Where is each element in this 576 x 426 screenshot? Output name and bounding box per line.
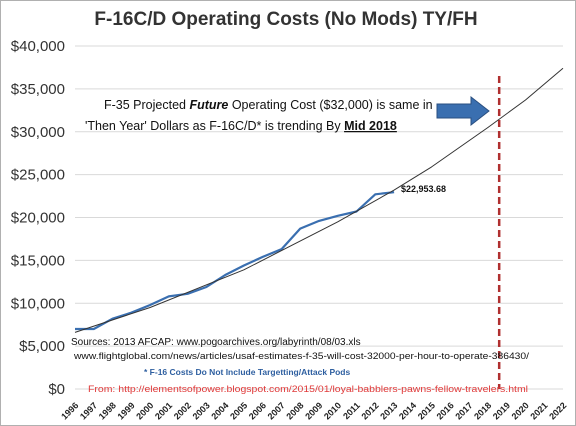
trend-line <box>74 67 564 333</box>
x-tick-label: 2009 <box>303 400 324 421</box>
callout-line-1: F-35 Projected Future Operating Cost ($3… <box>104 98 433 112</box>
x-tick-label: 2013 <box>378 400 399 421</box>
y-tick-label: $20,000 <box>11 210 65 227</box>
source-line-1: Sources: 2013 AFCAP: www.pogoarchives.or… <box>71 337 361 348</box>
callout-line-2: 'Then Year' Dollars as F-16C/D* is trend… <box>85 119 397 133</box>
x-tick-label: 2015 <box>416 400 437 421</box>
callout-arrow <box>436 95 490 127</box>
x-tick-label: 2003 <box>191 400 212 421</box>
y-tick-label: $15,000 <box>11 252 65 269</box>
x-tick-label: 2007 <box>266 400 287 421</box>
y-tick-label: $0 <box>48 381 65 398</box>
x-tick-label: 1997 <box>78 400 99 421</box>
from-url: From: http://elementsofpower.blogspot.co… <box>88 384 528 394</box>
data-label-2013: $22,953.68 <box>401 184 446 194</box>
y-tick-label: $40,000 <box>11 38 65 55</box>
chart-title: F-16C/D Operating Costs (No Mods) TY/FH <box>94 9 477 30</box>
x-tick-label: 1998 <box>97 400 118 421</box>
callout: F-35 Projected Future Operating Cost ($3… <box>85 95 490 133</box>
footnote: * F-16 Costs Do Not Include Targetting/A… <box>144 367 350 377</box>
x-tick-label: 2010 <box>322 400 343 421</box>
series-layer <box>74 67 564 389</box>
actual-cost-line <box>75 191 395 331</box>
x-tick-label: 1999 <box>115 400 136 421</box>
x-tick-label: 1996 <box>59 400 80 421</box>
x-tick-label: 2012 <box>359 400 380 421</box>
callout-line-1-end: Operating Cost ($32,000) is same in <box>228 98 432 112</box>
x-tick-label: 2019 <box>491 400 512 421</box>
x-tick-label: 2006 <box>247 400 268 421</box>
x-tick-label: 2002 <box>172 400 193 421</box>
x-axis-ticks: 1996199719981999200020012002200320042005… <box>59 400 568 421</box>
y-tick-label: $35,000 <box>11 81 65 98</box>
y-tick-label: $10,000 <box>11 295 65 312</box>
callout-line-2-start: 'Then Year' Dollars as F-16C/D* is trend… <box>85 119 344 133</box>
x-tick-label: 2020 <box>510 400 531 421</box>
x-tick-label: 2018 <box>472 400 493 421</box>
callout-line-2-emphasis: Mid 2018 <box>344 119 397 133</box>
x-tick-label: 2021 <box>528 400 549 421</box>
x-tick-label: 2014 <box>397 400 418 421</box>
x-tick-label: 2004 <box>209 400 230 421</box>
callout-line-1-start: F-35 Projected <box>104 98 189 112</box>
y-tick-label: $30,000 <box>11 124 65 141</box>
x-tick-label: 2005 <box>228 400 249 421</box>
callout-line-1-emphasis: Future <box>189 98 228 112</box>
x-tick-label: 2022 <box>547 400 568 421</box>
y-tick-label: $5,000 <box>19 338 65 355</box>
x-tick-label: 2008 <box>284 400 305 421</box>
y-tick-label: $25,000 <box>11 167 65 184</box>
y-axis-ticks: $0 $5,000 $10,000 $15,000 $20,000 $25,000 $30,… <box>11 38 65 398</box>
source-line-2: www.flightglobal.com/news/articles/usaf-… <box>73 351 529 362</box>
x-tick-label: 2000 <box>134 400 155 421</box>
x-tick-label: 2011 <box>341 400 362 421</box>
x-tick-label: 2001 <box>153 400 174 421</box>
x-tick-label: 2017 <box>453 400 474 421</box>
x-tick-label: 2016 <box>435 400 456 421</box>
